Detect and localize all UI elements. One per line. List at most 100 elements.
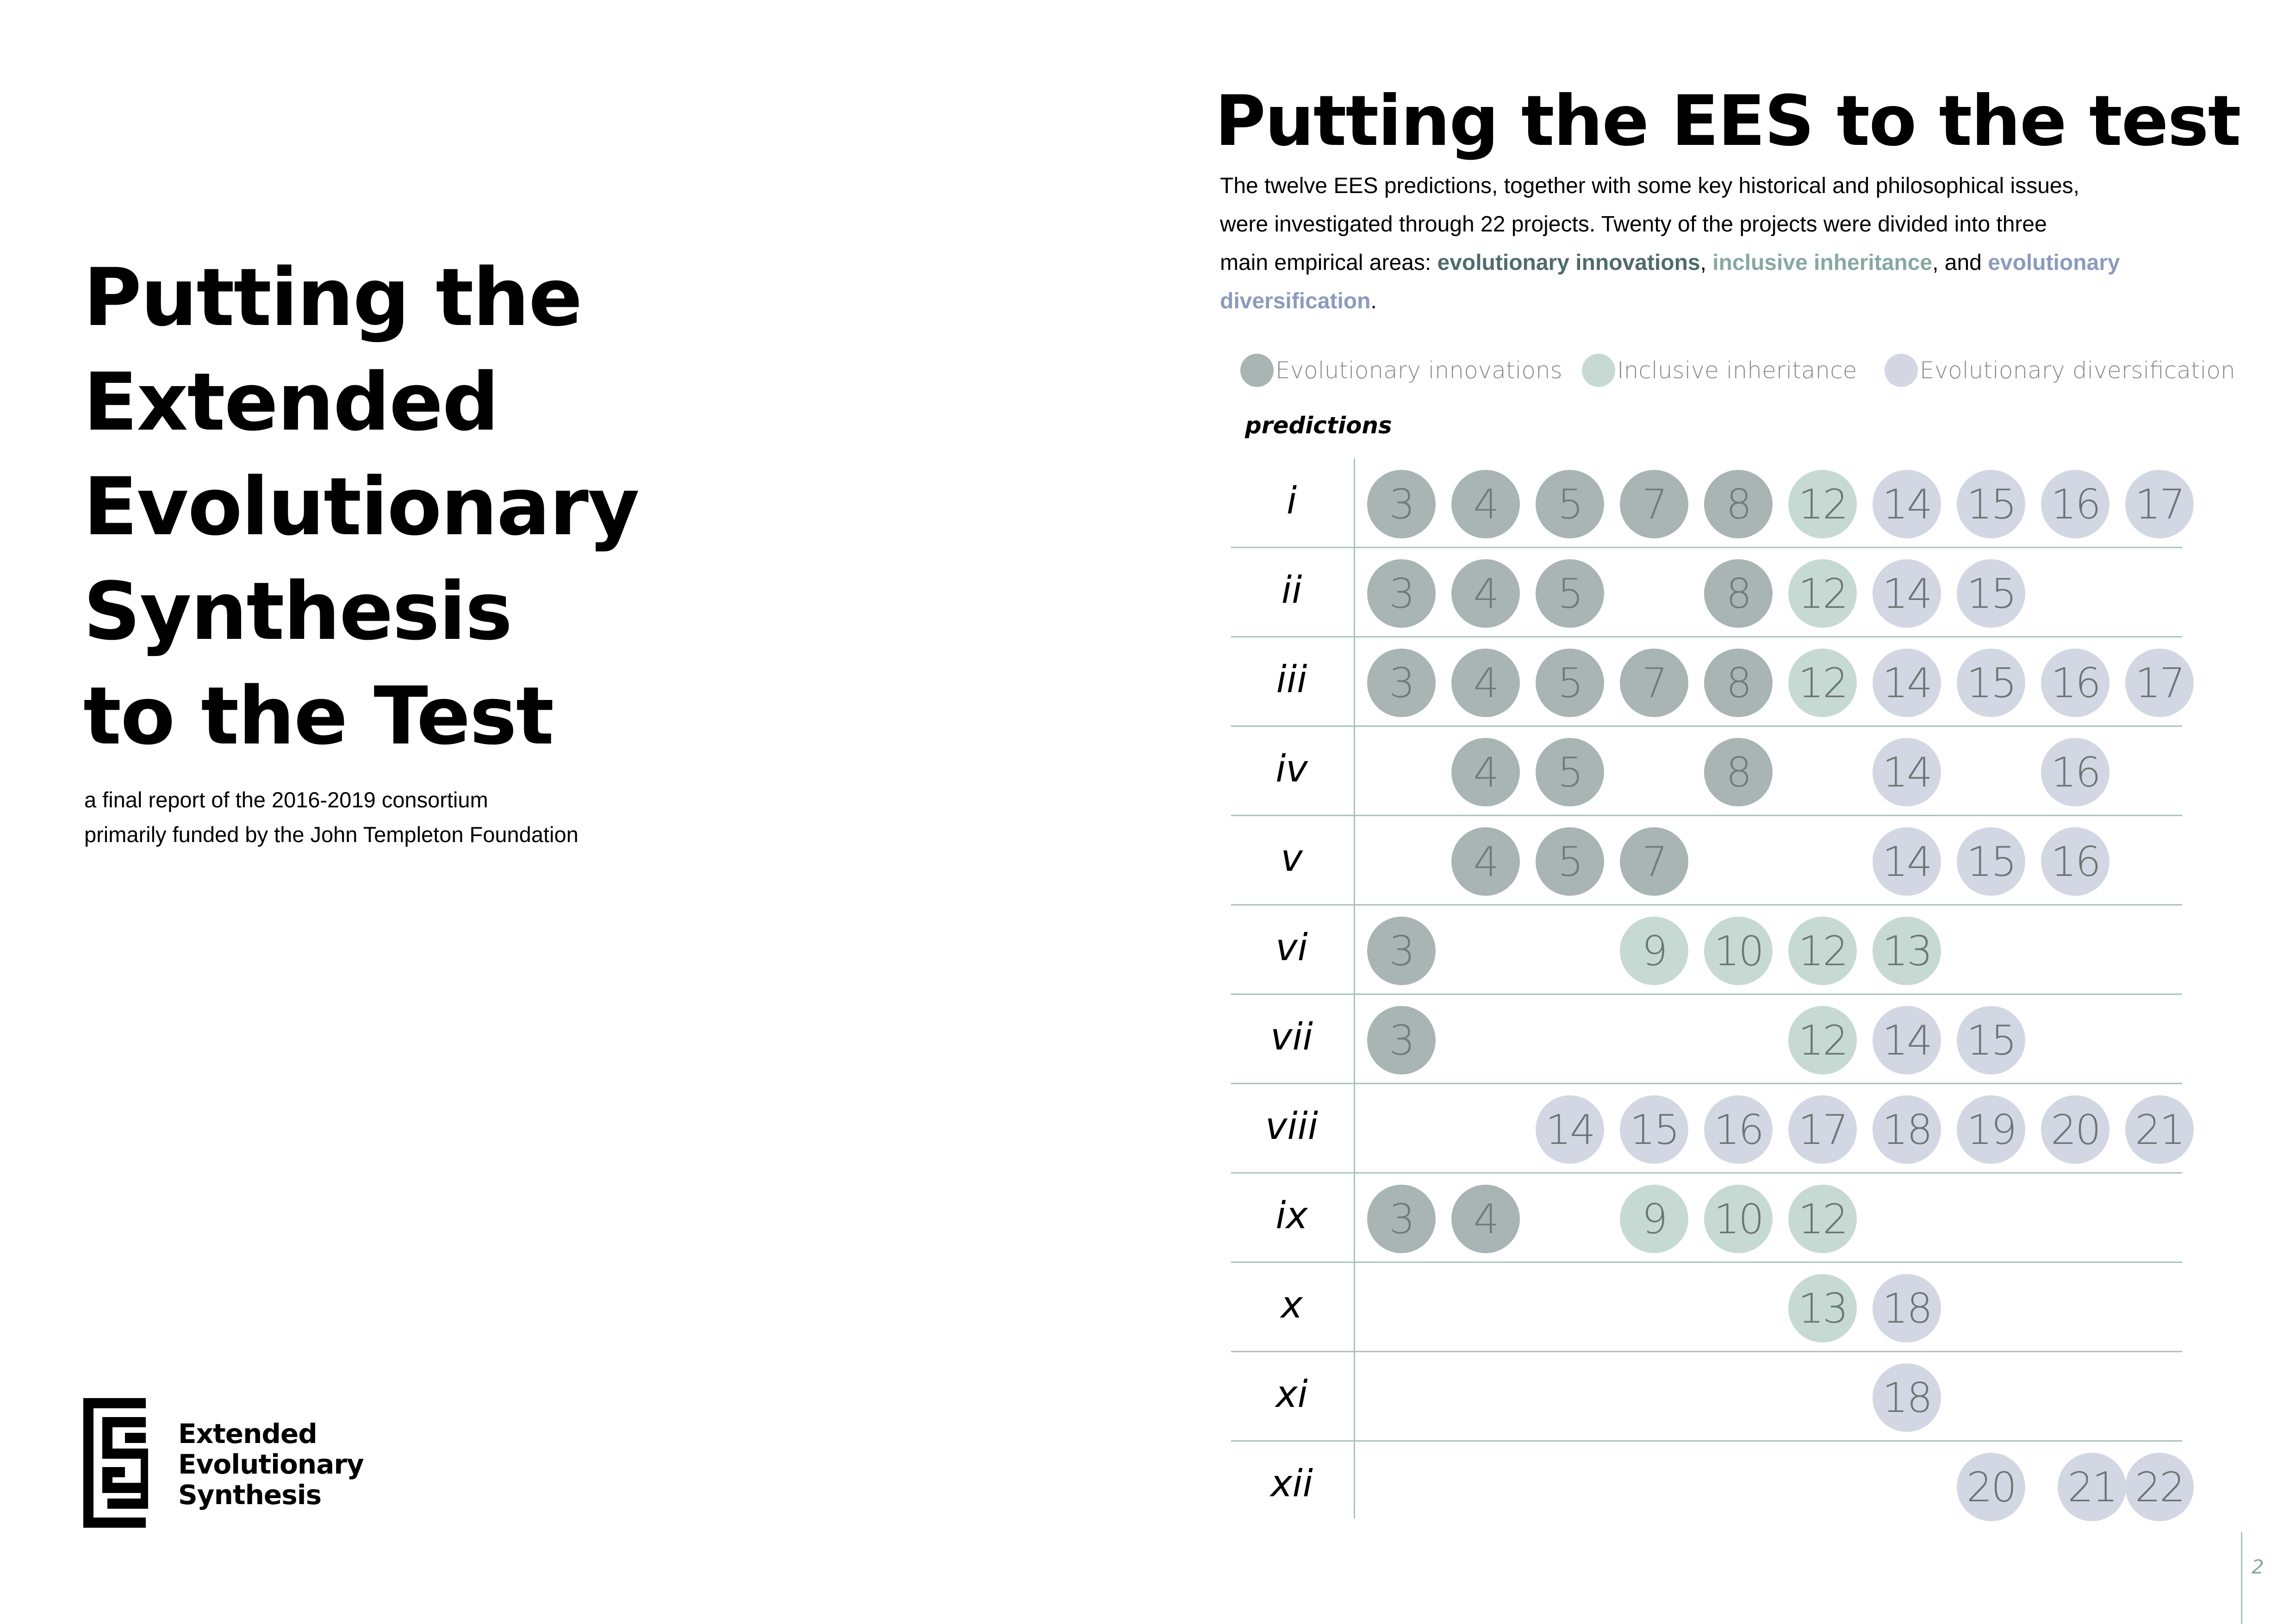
term-inclusive-inheritance: inclusive inheritance — [1712, 250, 1933, 275]
intro-line: The twelve EES predictions, together wit… — [1220, 174, 2079, 198]
term-evolutionary-diversification: diversification — [1220, 289, 1371, 313]
prediction-label: iv — [1276, 747, 1308, 790]
project-dot: 13 — [1788, 1274, 1857, 1343]
legend-dot — [1240, 354, 1274, 387]
cover-subtitle-line: a final report of the 2016-2019 consorti… — [84, 787, 488, 812]
project-dot: 14 — [1873, 559, 1941, 628]
project-dot: 20 — [2041, 1095, 2109, 1164]
prediction-label: i — [1286, 479, 1297, 522]
project-dot: 12 — [1788, 559, 1857, 628]
project-dot: 14 — [1873, 649, 1941, 717]
project-dot: 22 — [2125, 1453, 2194, 1521]
project-dot: 5 — [1536, 559, 1604, 628]
project-dot: 4 — [1451, 1185, 1520, 1253]
prediction-label: vi — [1276, 926, 1308, 969]
project-dot: 7 — [1620, 470, 1688, 538]
legend-dot — [1582, 354, 1615, 387]
project-dot: 15 — [1957, 649, 2025, 717]
project-dot: 15 — [1620, 1095, 1688, 1164]
project-dot: 12 — [1788, 649, 1857, 717]
cover-title: Putting the Extended Evolutionary Synthe… — [83, 245, 916, 768]
project-dot: 10 — [1704, 1185, 1773, 1253]
prediction-label: xi — [1276, 1373, 1308, 1416]
legend: Evolutionary innovations Inclusive inher… — [0, 352, 2296, 389]
project-dot: 7 — [1620, 827, 1688, 896]
project-dot: 3 — [1367, 1006, 1436, 1074]
logo-wordmark: Extended Evolutionary Synthesis — [178, 1418, 364, 1510]
prediction-label: ii — [1281, 568, 1302, 612]
grid-row-rule — [1231, 1262, 2182, 1263]
project-dot: 3 — [1367, 917, 1436, 985]
project-dot: 20 — [1957, 1453, 2025, 1521]
term-evolutionary-diversification: evolutionary — [1988, 250, 2120, 275]
project-dot: 16 — [2041, 827, 2109, 896]
intro-line: were investigated through 22 projects. T… — [1220, 212, 2047, 237]
project-dot: 18 — [1873, 1363, 1941, 1432]
prediction-label: v — [1281, 837, 1303, 880]
project-dot: 14 — [1873, 738, 1941, 806]
project-dot: 5 — [1536, 649, 1604, 717]
project-dot: 9 — [1620, 1185, 1688, 1253]
cover-title-line: Extended — [83, 356, 499, 449]
project-dot: 18 — [1873, 1095, 1941, 1164]
project-dot: 17 — [1788, 1095, 1857, 1164]
project-dot: 16 — [1704, 1095, 1773, 1164]
project-dot: 17 — [2125, 470, 2194, 538]
project-dot: 17 — [2125, 649, 2194, 717]
logo-line: Evolutionary — [178, 1449, 364, 1480]
grid-row-rule — [1231, 815, 2182, 816]
project-dot: 5 — [1536, 738, 1604, 806]
project-dot: 3 — [1367, 1185, 1436, 1253]
page-number: 2 — [2252, 1555, 2264, 1578]
cover-title-line: to the Test — [83, 669, 554, 762]
grid-row-rule — [1231, 547, 2182, 548]
project-dot: 12 — [1788, 917, 1857, 985]
project-dot: 16 — [2041, 649, 2109, 717]
ees-logo: Extended Evolutionary Synthesis — [83, 1398, 407, 1532]
cover-title-line: Evolutionary — [83, 460, 640, 553]
intro-paragraph: The twelve EES predictions, together wit… — [1220, 167, 2136, 320]
project-dot: 4 — [1451, 470, 1520, 538]
logo-line: Extended — [178, 1418, 317, 1449]
legend-item-innovations: Evolutionary innovations — [1240, 352, 1562, 389]
intro-text: , — [1700, 250, 1706, 275]
grid-vertical-rule — [1354, 458, 1355, 1518]
ees-logo-icon — [83, 1398, 148, 1528]
project-dot: 4 — [1451, 649, 1520, 717]
legend-item-inheritance: Inclusive inheritance — [1582, 352, 1857, 389]
project-dot: 8 — [1704, 470, 1773, 538]
legend-dot — [1885, 354, 1918, 387]
intro-line: main empirical areas: evolutionary innov… — [1220, 244, 2136, 282]
logo-line: Synthesis — [178, 1479, 322, 1511]
project-dot: 5 — [1536, 827, 1604, 896]
grid-row-rule — [1231, 1440, 2182, 1442]
intro-line: diversification. — [1220, 282, 2136, 320]
project-dot: 15 — [1957, 559, 2025, 628]
project-dot: 5 — [1536, 470, 1604, 538]
prediction-label: x — [1281, 1283, 1303, 1326]
cover-subtitle-line: primarily funded by the John Templeton F… — [84, 822, 579, 847]
project-dot: 21 — [2125, 1095, 2194, 1164]
cover-title-line: Synthesis — [83, 565, 512, 658]
project-dot: 3 — [1367, 470, 1436, 538]
prediction-label: ix — [1276, 1194, 1308, 1237]
project-dot: 13 — [1873, 917, 1941, 985]
project-dot: 15 — [1957, 827, 2025, 896]
project-dot: 4 — [1451, 827, 1520, 896]
grid-row-rule — [1231, 636, 2182, 637]
legend-label: Evolutionary innovations — [1276, 357, 1562, 384]
project-dot: 21 — [2058, 1453, 2127, 1521]
project-dot: 12 — [1788, 1006, 1857, 1074]
project-dot: 4 — [1451, 738, 1520, 806]
project-dot: 15 — [1957, 470, 2025, 538]
grid-row-rule — [1231, 1172, 2182, 1174]
intro-text: , and — [1932, 250, 1988, 275]
project-dot: 9 — [1620, 917, 1688, 985]
prediction-label: vii — [1270, 1015, 1313, 1058]
intro-text: . — [1370, 289, 1377, 313]
project-dot: 10 — [1704, 917, 1773, 985]
project-dot: 16 — [2041, 738, 2109, 806]
project-dot: 14 — [1873, 827, 1941, 896]
project-dot: 14 — [1873, 470, 1941, 538]
